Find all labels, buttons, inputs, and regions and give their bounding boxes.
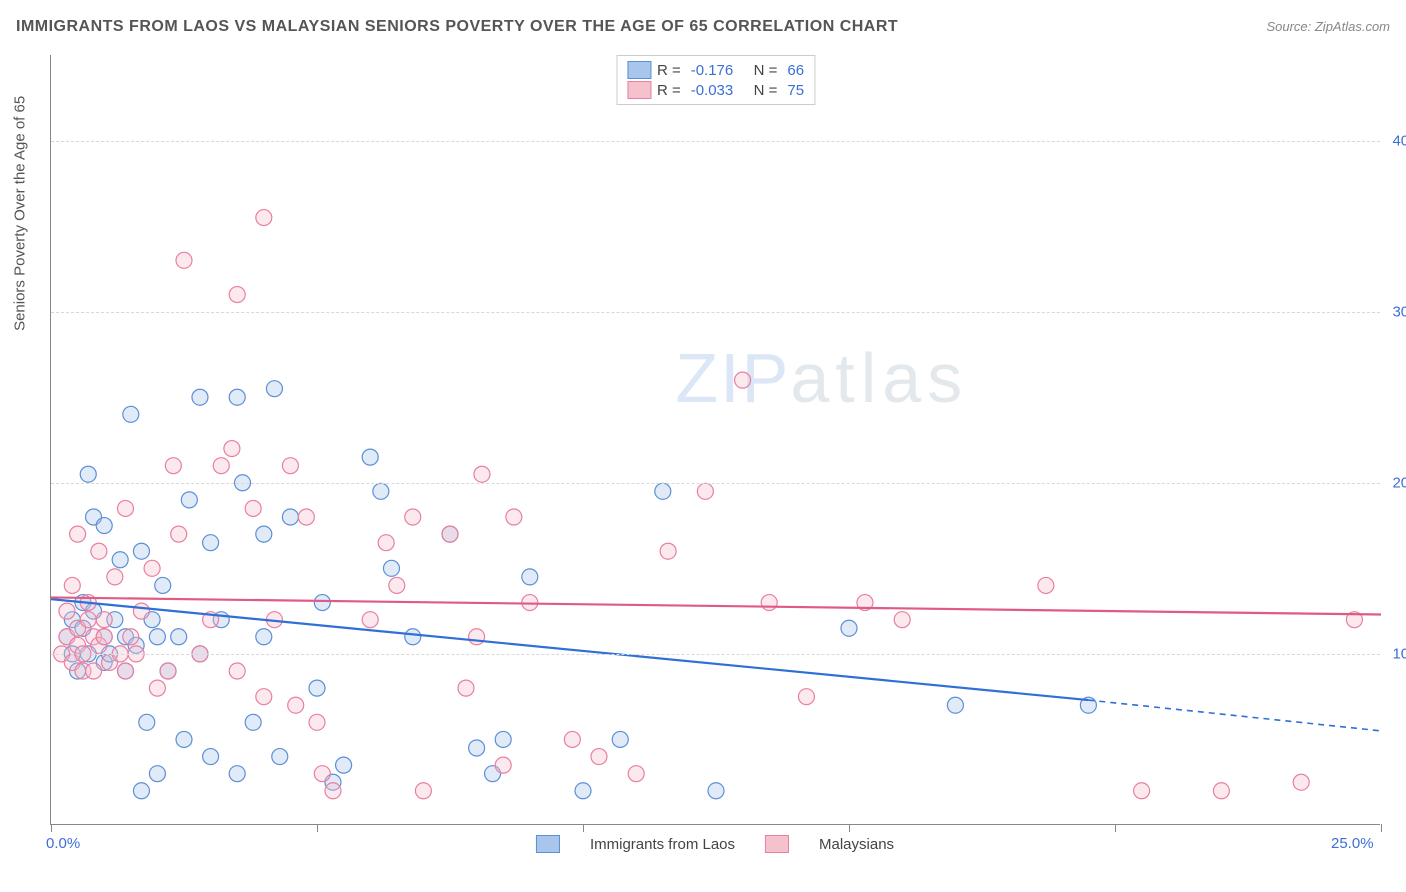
source-text: Source: ZipAtlas.com bbox=[1266, 19, 1390, 34]
x-tick-label: 0.0% bbox=[46, 835, 80, 852]
chart-title: IMMIGRANTS FROM LAOS VS MALAYSIAN SENIOR… bbox=[16, 18, 898, 36]
y-axis-title: Seniors Poverty Over the Age of 65 bbox=[12, 96, 29, 331]
y-tick-label: 40.0% bbox=[1392, 132, 1406, 149]
y-tick-label: 10.0% bbox=[1392, 645, 1406, 662]
y-tick-label: 30.0% bbox=[1392, 303, 1406, 320]
series-label: Malaysians bbox=[819, 836, 894, 853]
bottom-legend: Immigrants from Laos Malaysians bbox=[536, 835, 894, 853]
scatter-svg bbox=[51, 55, 1381, 825]
plot-area: Seniors Poverty Over the Age of 65 ZIPat… bbox=[50, 55, 1380, 825]
swatch-icon bbox=[765, 835, 789, 853]
x-tick-label: 25.0% bbox=[1331, 835, 1374, 852]
y-tick-label: 20.0% bbox=[1392, 474, 1406, 491]
series-label: Immigrants from Laos bbox=[590, 836, 735, 853]
swatch-icon bbox=[536, 835, 560, 853]
